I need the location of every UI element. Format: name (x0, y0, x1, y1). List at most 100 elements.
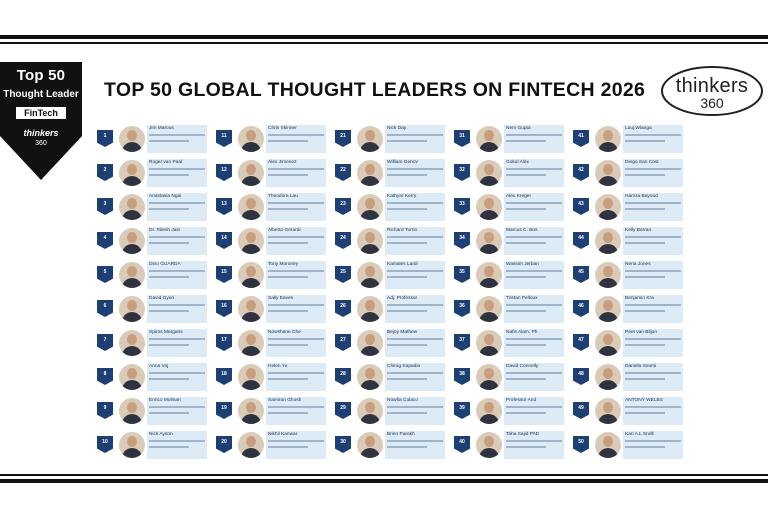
rank-badge: 10 (97, 436, 113, 453)
leader-card: Adj. Professor (385, 295, 445, 323)
leader-card: Chirag Kapadia (385, 363, 445, 391)
leader-name: William Genov (387, 160, 418, 165)
leader-entry[interactable]: 45 Nena Jones (571, 260, 683, 290)
leader-name: Nowshane Che (268, 330, 301, 335)
leader-entry[interactable]: 37 Nafis Alam, Ph (452, 328, 564, 358)
leader-entry[interactable]: 30 Brien Parekh (333, 430, 445, 460)
leader-entry[interactable]: 8 Anna Voj (95, 362, 207, 392)
leader-entry[interactable]: 14 Alberto Gerardi (214, 226, 326, 256)
leader-entry[interactable]: 38 David Connelly (452, 362, 564, 392)
leaders-column: 41 Luuj Wlanga 42 Diego San Cost 43 Hamza Bay… (571, 124, 683, 464)
leader-card: Luuj Wlanga (623, 125, 683, 153)
leader-entry[interactable]: 10 Nick Ayson (95, 430, 207, 460)
leader-name: Luuj Wlanga (625, 126, 652, 131)
leader-card: Enrico Molinari (147, 397, 207, 425)
leader-entry[interactable]: 11 Chris Skinner (214, 124, 326, 154)
leader-entry[interactable]: 35 Wassim Jerban (452, 260, 564, 290)
leader-card: Anastasia Ngai (147, 193, 207, 221)
leader-entry[interactable]: 4 Dr. Ritesh Jain (95, 226, 207, 256)
avatar (119, 398, 145, 424)
rank-badge: 13 (216, 198, 232, 215)
leader-detail-line (387, 412, 427, 414)
leader-detail-line (387, 372, 443, 374)
leader-entry[interactable]: 5 Dino GUARDA (95, 260, 207, 290)
leader-card: Kamales Lardi (385, 261, 445, 289)
leader-detail-line (506, 344, 546, 346)
leader-entry[interactable]: 39 Professor And (452, 396, 564, 426)
leader-entry[interactable]: 24 Richard Turrin (333, 226, 445, 256)
leader-entry[interactable]: 2 Roger van Paal (95, 158, 207, 188)
leader-entry[interactable]: 25 Kamales Lardi (333, 260, 445, 290)
leader-entry[interactable]: 7 Spiros Margaris (95, 328, 207, 358)
leader-card: Tristan Pelloux (504, 295, 564, 323)
leader-entry[interactable]: 15 Tony Moroney (214, 260, 326, 290)
leader-entry[interactable]: 19 Samiran Ghosh (214, 396, 326, 426)
avatar (595, 126, 621, 152)
leader-entry[interactable]: 9 Enrico Molinari (95, 396, 207, 426)
leader-detail-line (268, 236, 324, 238)
leader-name: Dr. Ritesh Jain (149, 228, 181, 233)
leader-entry[interactable]: 32 Gokul Alex (452, 158, 564, 188)
leader-entry[interactable]: 18 Helen Yu (214, 362, 326, 392)
leader-detail-line (149, 372, 205, 374)
leader-card: Marcus C. Bos (504, 227, 564, 255)
leader-detail-line (149, 412, 189, 414)
leader-entry[interactable]: 40 Taha Sajid PhD (452, 430, 564, 460)
leaders-column: 1 Jim Marous 2 Roger van Paal 3 Anastasia Nga… (95, 124, 207, 464)
leader-card: Kathyar Kerry (385, 193, 445, 221)
leaders-column: 21 Nick Day 22 William Genov 23 Kathyar Kerry… (333, 124, 445, 464)
leader-entry[interactable]: 43 Hamza Bayoud (571, 192, 683, 222)
leader-entry[interactable]: 28 Chirag Kapadia (333, 362, 445, 392)
leader-name: Wassim Jerban (506, 262, 539, 267)
leader-entry[interactable]: 47 Peet van Biljon (571, 328, 683, 358)
leader-entry[interactable]: 13 Theodora Lau (214, 192, 326, 222)
leader-entry[interactable]: 21 Nick Day (333, 124, 445, 154)
rank-badge: 32 (454, 164, 470, 181)
leader-entry[interactable]: 22 William Genov (333, 158, 445, 188)
leader-detail-line (268, 406, 324, 408)
avatar (238, 432, 264, 458)
leader-entry[interactable]: 50 Kari A.L Sndll (571, 430, 683, 460)
leader-entry[interactable]: 31 Nem Gupta (452, 124, 564, 154)
rank-badge: 20 (216, 436, 232, 453)
leader-detail-line (149, 310, 189, 312)
leader-detail-line (268, 412, 308, 414)
badge-brand-label: thinkers (23, 128, 59, 138)
leader-detail-line (387, 276, 427, 278)
leader-entry[interactable]: 48 Daniela Soumi (571, 362, 683, 392)
avatar (476, 432, 502, 458)
avatar (119, 432, 145, 458)
leader-card: Nick Ayson (147, 431, 207, 459)
leader-entry[interactable]: 46 Benjamin Kra (571, 294, 683, 324)
avatar (595, 228, 621, 254)
rank-badge: 8 (97, 368, 113, 385)
leader-entry[interactable]: 23 Kathyar Kerry (333, 192, 445, 222)
leader-entry[interactable]: 12 Alex Jimenez (214, 158, 326, 188)
avatar (119, 126, 145, 152)
rank-badge: 5 (97, 266, 113, 283)
leader-detail-line (149, 140, 189, 142)
leader-entry[interactable]: 17 Nowshane Che (214, 328, 326, 358)
leader-entry[interactable]: 34 Marcus C. Bos (452, 226, 564, 256)
avatar (476, 194, 502, 220)
avatar (119, 364, 145, 390)
leader-entry[interactable]: 27 Bejoy Mathew (333, 328, 445, 358)
leader-detail-line (625, 134, 681, 136)
leader-entry[interactable]: 49 ANTONY WELBS (571, 396, 683, 426)
leader-entry[interactable]: 44 Kelly Barran (571, 226, 683, 256)
leader-entry[interactable]: 6 David Gyori (95, 294, 207, 324)
leader-entry[interactable]: 33 Alex Kreger (452, 192, 564, 222)
leader-entry[interactable]: 29 Nowfia Colaco (333, 396, 445, 426)
leader-entry[interactable]: 42 Diego San Cost (571, 158, 683, 188)
leader-entry[interactable]: 16 Sally Eaves (214, 294, 326, 324)
leader-entry[interactable]: 3 Anastasia Ngai (95, 192, 207, 222)
leader-detail-line (387, 208, 427, 210)
leader-entry[interactable]: 20 Nikhil Kanwar (214, 430, 326, 460)
leader-entry[interactable]: 26 Adj. Professor (333, 294, 445, 324)
leader-entry[interactable]: 1 Jim Marous (95, 124, 207, 154)
leader-detail-line (625, 378, 665, 380)
leader-entry[interactable]: 36 Tristan Pelloux (452, 294, 564, 324)
avatar (357, 296, 383, 322)
leader-entry[interactable]: 41 Luuj Wlanga (571, 124, 683, 154)
leader-name: Peet van Biljon (625, 330, 657, 335)
